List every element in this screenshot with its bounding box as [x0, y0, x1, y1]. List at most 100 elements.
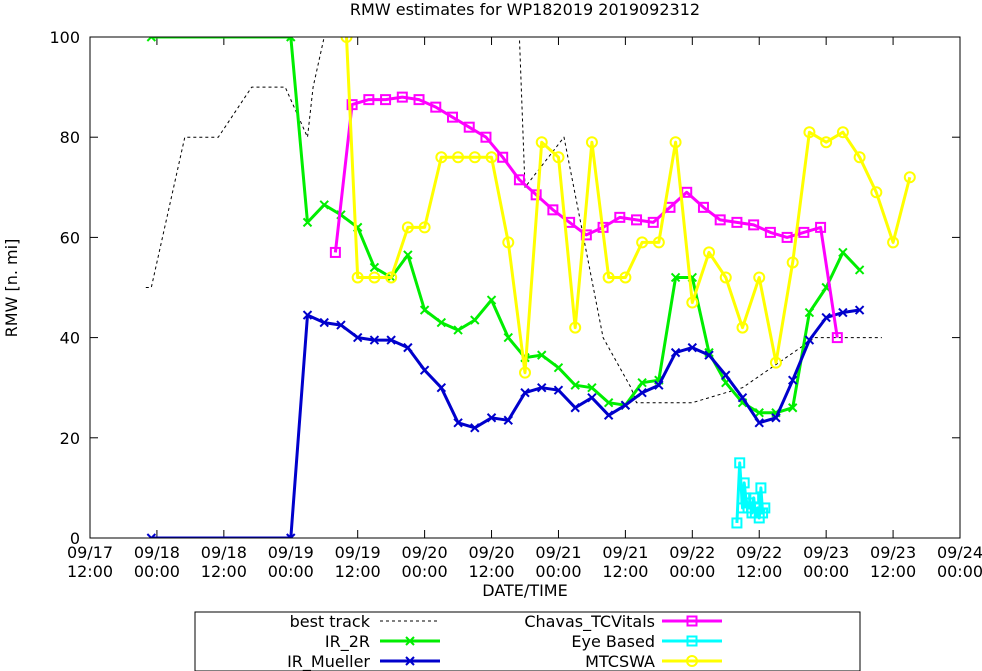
data-point-ir-2r [319, 200, 329, 210]
data-point-chavas-tcvitals [363, 94, 375, 106]
data-point-ir-mueller [486, 413, 497, 423]
data-point-mtcswa [636, 236, 649, 249]
legend-label-ir-2r: IR_2R [325, 632, 370, 652]
data-point-mtcswa [452, 151, 465, 164]
x-tick-date: 09/17 [67, 543, 113, 562]
data-point-chavas-tcvitals [614, 211, 626, 223]
y-tick-label: 20 [60, 429, 80, 448]
data-point-eye-based [738, 477, 750, 489]
x-tick-time: 00:00 [268, 562, 314, 581]
x-tick-date: 09/18 [201, 543, 247, 562]
data-point-mtcswa [669, 136, 682, 149]
data-point-ir-mueller [687, 342, 698, 353]
legend-label-eye-based: Eye Based [571, 632, 655, 651]
data-point-chavas-tcvitals [580, 229, 592, 241]
data-point-ir-mueller [771, 413, 781, 423]
data-point-chavas-tcvitals [831, 332, 843, 344]
legend-marker-mtcswa [686, 655, 698, 667]
data-point-ir-2r [787, 403, 798, 413]
data-point-mtcswa [401, 221, 414, 234]
data-point-ir-mueller [503, 415, 513, 425]
data-point-ir-mueller [453, 418, 463, 428]
data-point-mtcswa [569, 321, 582, 334]
data-point-chavas-tcvitals [748, 219, 760, 231]
x-tick-time: 12:00 [870, 562, 916, 581]
x-tick-date: 09/23 [803, 543, 849, 562]
data-point-chavas-tcvitals [697, 201, 709, 213]
data-point-ir-2r [419, 305, 430, 315]
legend-marker-ir-mueller [405, 656, 415, 666]
legend-label-chavas-tcvitals: Chavas_TCVitals [524, 612, 655, 632]
x-tick-date: 09/22 [669, 543, 715, 562]
x-tick-date: 09/23 [870, 543, 916, 562]
data-point-chavas-tcvitals [631, 214, 643, 226]
data-point-chavas-tcvitals [396, 91, 408, 103]
y-axis-label: RMW [n. mi] [2, 239, 21, 338]
x-tick-time: 12:00 [335, 562, 381, 581]
x-tick-date: 09/18 [134, 543, 180, 562]
legend-label-mtcswa: MTCSWA [585, 652, 655, 671]
data-point-mtcswa [820, 136, 833, 149]
data-point-ir-mueller [436, 382, 447, 393]
data-point-ir-2r [854, 265, 865, 275]
data-point-chavas-tcvitals [798, 226, 810, 238]
y-tick-labels: 0 20 40 60 80 100 [49, 28, 80, 548]
data-point-eye-based [748, 492, 760, 504]
data-point-ir-mueller [854, 305, 865, 315]
data-point-mtcswa [502, 236, 515, 249]
y-tick-label: 100 [49, 28, 80, 47]
data-point-mtcswa [870, 186, 883, 199]
series-line-ir-mueller [151, 308, 860, 538]
data-point-eye-based [734, 457, 746, 469]
data-point-ir-2r [587, 382, 597, 393]
x-tick-time: 00:00 [134, 562, 180, 581]
data-point-chavas-tcvitals [447, 111, 458, 123]
data-point-ir-mueller [737, 393, 748, 403]
data-point-mtcswa [703, 246, 716, 259]
plot-frame [89, 36, 961, 539]
x-tick-time: 12:00 [201, 562, 247, 581]
data-point-mtcswa [535, 136, 548, 149]
data-point-ir-mueller [537, 382, 547, 393]
data-point-ir-2r [553, 362, 564, 373]
legend-label-best-track: best track [290, 612, 371, 631]
data-point-ir-mueller [352, 332, 363, 343]
data-point-chavas-tcvitals [463, 121, 475, 133]
data-point-ir-mueller [754, 418, 764, 428]
data-point-ir-mueller [704, 350, 714, 360]
data-point-mtcswa [736, 321, 749, 334]
data-point-ir-2r [670, 272, 681, 283]
data-point-chavas-tcvitals [781, 231, 793, 243]
data-point-eye-based [731, 517, 743, 529]
data-point-mtcswa [602, 271, 615, 284]
series-layer [145, 37, 916, 538]
data-point-ir-2r [754, 408, 764, 418]
data-point-ir-mueller [570, 403, 580, 413]
data-point-ir-2r [503, 332, 513, 343]
data-point-chavas-tcvitals [413, 94, 425, 106]
data-point-chavas-tcvitals [497, 151, 509, 163]
data-point-mtcswa [903, 171, 916, 184]
data-point-ir-mueller [520, 388, 530, 398]
data-point-ir-mueller [386, 335, 396, 345]
data-point-ir-mueller [286, 533, 296, 538]
y-tick-label: 60 [60, 228, 80, 247]
data-point-chavas-tcvitals [815, 221, 827, 233]
legend-label-ir-mueller: IR_Mueller [287, 652, 370, 671]
series-line-chavas-tcvitals [333, 95, 839, 338]
data-point-chavas-tcvitals [547, 204, 559, 216]
chart-title: RMW estimates for WP182019 2019092312 [350, 0, 700, 19]
data-point-mtcswa [340, 37, 353, 43]
data-point-ir-mueller [787, 375, 798, 385]
data-point-ir-2r [286, 37, 296, 42]
series-line-ir-2r [151, 37, 861, 415]
x-tick-time: 12:00 [602, 562, 648, 581]
data-point-chavas-tcvitals [346, 99, 358, 111]
data-point-chavas-tcvitals [714, 214, 726, 226]
data-point-chavas-tcvitals [731, 216, 743, 228]
data-point-chavas-tcvitals [647, 216, 659, 228]
legend-marker-chavas-tcvitals [686, 615, 698, 627]
data-point-chavas-tcvitals [430, 101, 442, 113]
x-axis-label: DATE/TIME [482, 581, 567, 600]
